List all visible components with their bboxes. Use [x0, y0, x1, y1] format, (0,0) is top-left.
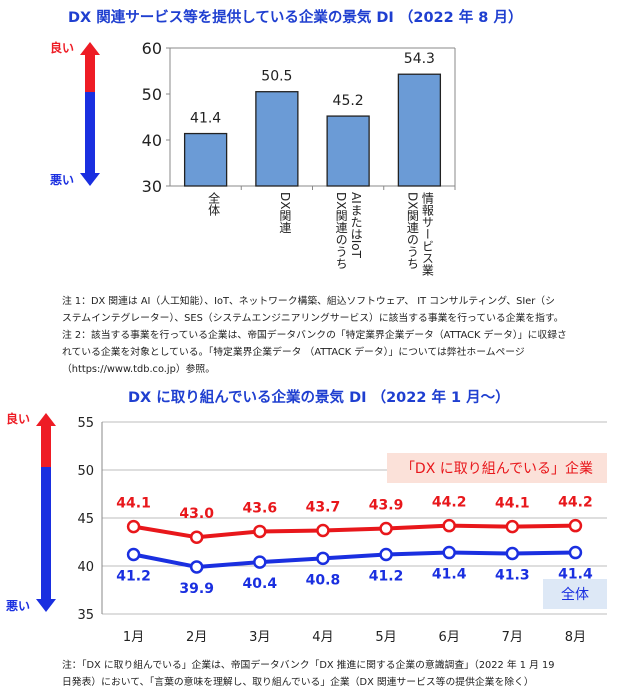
data-label: 41.2 — [369, 568, 404, 584]
bar — [397, 73, 442, 187]
data-label: 54.3 — [404, 51, 435, 67]
data-point — [568, 545, 583, 560]
y-tick-label: 55 — [77, 416, 94, 431]
data-point — [379, 521, 393, 536]
x-tick-label: 8月 — [565, 630, 586, 645]
note-top-line: れている企業を対象としている。「特定業界企業データ （ATTACK データ）」に… — [62, 347, 525, 358]
y-tick-label: 40 — [77, 560, 94, 575]
legend-box-total — [543, 579, 607, 609]
data-point — [189, 530, 204, 544]
x-tick-label: AIまたはIoT — [349, 192, 363, 259]
data-label: 41.2 — [116, 568, 151, 584]
x-tick-label: DX関連 — [278, 192, 292, 234]
arrow-down-head — [80, 173, 100, 186]
x-tick-label: 5月 — [375, 630, 396, 645]
note-top-line: （https://www.tdb.co.jp）参照。 — [62, 364, 216, 375]
data-point — [316, 551, 330, 566]
x-tick-label: 全体 — [207, 191, 221, 217]
data-point — [253, 555, 267, 569]
x-tick-label: 2月 — [186, 630, 207, 645]
chart1-title: DX 関連サービス等を提供している企業の景気 DI （2022 年 8 月） — [68, 10, 523, 26]
x-tick-label: 3月 — [249, 630, 270, 645]
legend-label-total: 全体 — [561, 586, 589, 603]
y-tick-label: 45 — [77, 512, 94, 527]
data-point — [505, 519, 520, 534]
arrow-up-head — [80, 42, 100, 55]
data-label: 41.4 — [190, 111, 221, 127]
data-label: 43.0 — [179, 506, 214, 522]
y-tick-label: 60 — [142, 39, 162, 58]
y-tick-label: 40 — [142, 131, 162, 150]
data-point — [442, 518, 456, 533]
x-tick-label: DX関連のうち — [405, 192, 419, 269]
data-label: 43.6 — [243, 500, 278, 516]
note-top-line: 注 1：DX 関連は AI（人工知能）、IoT、ネットワーク構築、組込ソフトウェ… — [62, 296, 555, 307]
data-label: 41.3 — [495, 568, 530, 584]
data-point — [189, 560, 204, 574]
arrow-up-bar — [41, 423, 51, 467]
arrow-top-label: 良い — [6, 411, 30, 426]
x-tick-label: 情報サービス業 — [420, 192, 434, 276]
x-tick-label: 6月 — [439, 630, 460, 645]
data-label: 44.2 — [432, 495, 467, 511]
data-point — [568, 518, 583, 533]
notes-bottom: 注：「DX に取り組んでいる」企業は、帝国データバンク「DX 推進に関する企業の… — [62, 657, 555, 691]
data-label: 41.4 — [558, 567, 593, 583]
arrow-bottom-label: 悪い — [50, 173, 74, 187]
note-bottom-line: 日発表）において、「言葉の意味を理解し、取り組んでいる」企業（DX 関連サービス… — [62, 677, 534, 688]
bar — [326, 115, 370, 187]
y-tick-label: 35 — [77, 608, 94, 623]
data-label: 44.1 — [495, 496, 530, 512]
y-tick-label: 50 — [142, 85, 162, 104]
data-point — [316, 523, 330, 538]
x-tick-label: 1月 — [123, 630, 144, 645]
data-label: 40.4 — [243, 576, 278, 592]
chart2-title: DX に取り組んでいる企業の景気 DI （2022 年 1 月～） — [128, 390, 510, 406]
arrow-bottom-label: 悪い — [6, 599, 30, 613]
bar — [183, 132, 228, 187]
data-point — [505, 546, 520, 561]
data-label: 50.5 — [261, 69, 292, 85]
data-label: 40.8 — [306, 572, 341, 588]
y-tick-label: 50 — [77, 464, 94, 479]
x-tick-label: 4月 — [312, 630, 333, 645]
data-point — [442, 545, 456, 560]
legend-label-dx: 「DX に取り組んでいる」企業 — [401, 460, 593, 477]
x-tick-label: DX関連のうち — [334, 192, 348, 269]
series-line — [133, 523, 576, 540]
note-bottom-line: 注：「DX に取り組んでいる」企業は、帝国データバンク「DX 推進に関する企業の… — [62, 660, 555, 671]
data-point — [379, 547, 393, 562]
y-tick-label: 30 — [142, 177, 162, 196]
arrow-top-label: 良い — [50, 40, 74, 55]
data-label: 43.7 — [306, 499, 341, 515]
data-label: 41.4 — [432, 567, 467, 583]
data-point — [126, 547, 141, 562]
arrow-down-bar — [85, 92, 95, 176]
x-tick-label: 7月 — [502, 630, 523, 645]
arrow-up-head — [36, 413, 56, 426]
data-label: 45.2 — [333, 93, 364, 109]
series-line — [133, 550, 576, 569]
arrow-down-bar — [41, 467, 51, 602]
data-point — [253, 524, 267, 539]
note-top-line: 注 2：該当する事業を行っている企業は、帝国データバンクの「特定業界企業データ（… — [62, 330, 567, 341]
bar — [255, 91, 299, 187]
data-point — [126, 519, 141, 534]
notes-top: 注 1：DX 関連は AI（人工知能）、IoT、ネットワーク構築、組込ソフトウェ… — [62, 293, 567, 378]
legend-box-dx — [387, 453, 607, 483]
data-label: 44.2 — [558, 495, 593, 511]
arrow-up-bar — [85, 52, 95, 92]
data-label: 43.9 — [369, 498, 404, 514]
note-top-line: ステムインテグレーター）、SES（システムエンジニアリングサービス）に該当する事… — [62, 313, 564, 324]
data-label: 39.9 — [179, 581, 214, 597]
arrow-down-head — [36, 599, 56, 612]
data-label: 44.1 — [116, 496, 151, 512]
